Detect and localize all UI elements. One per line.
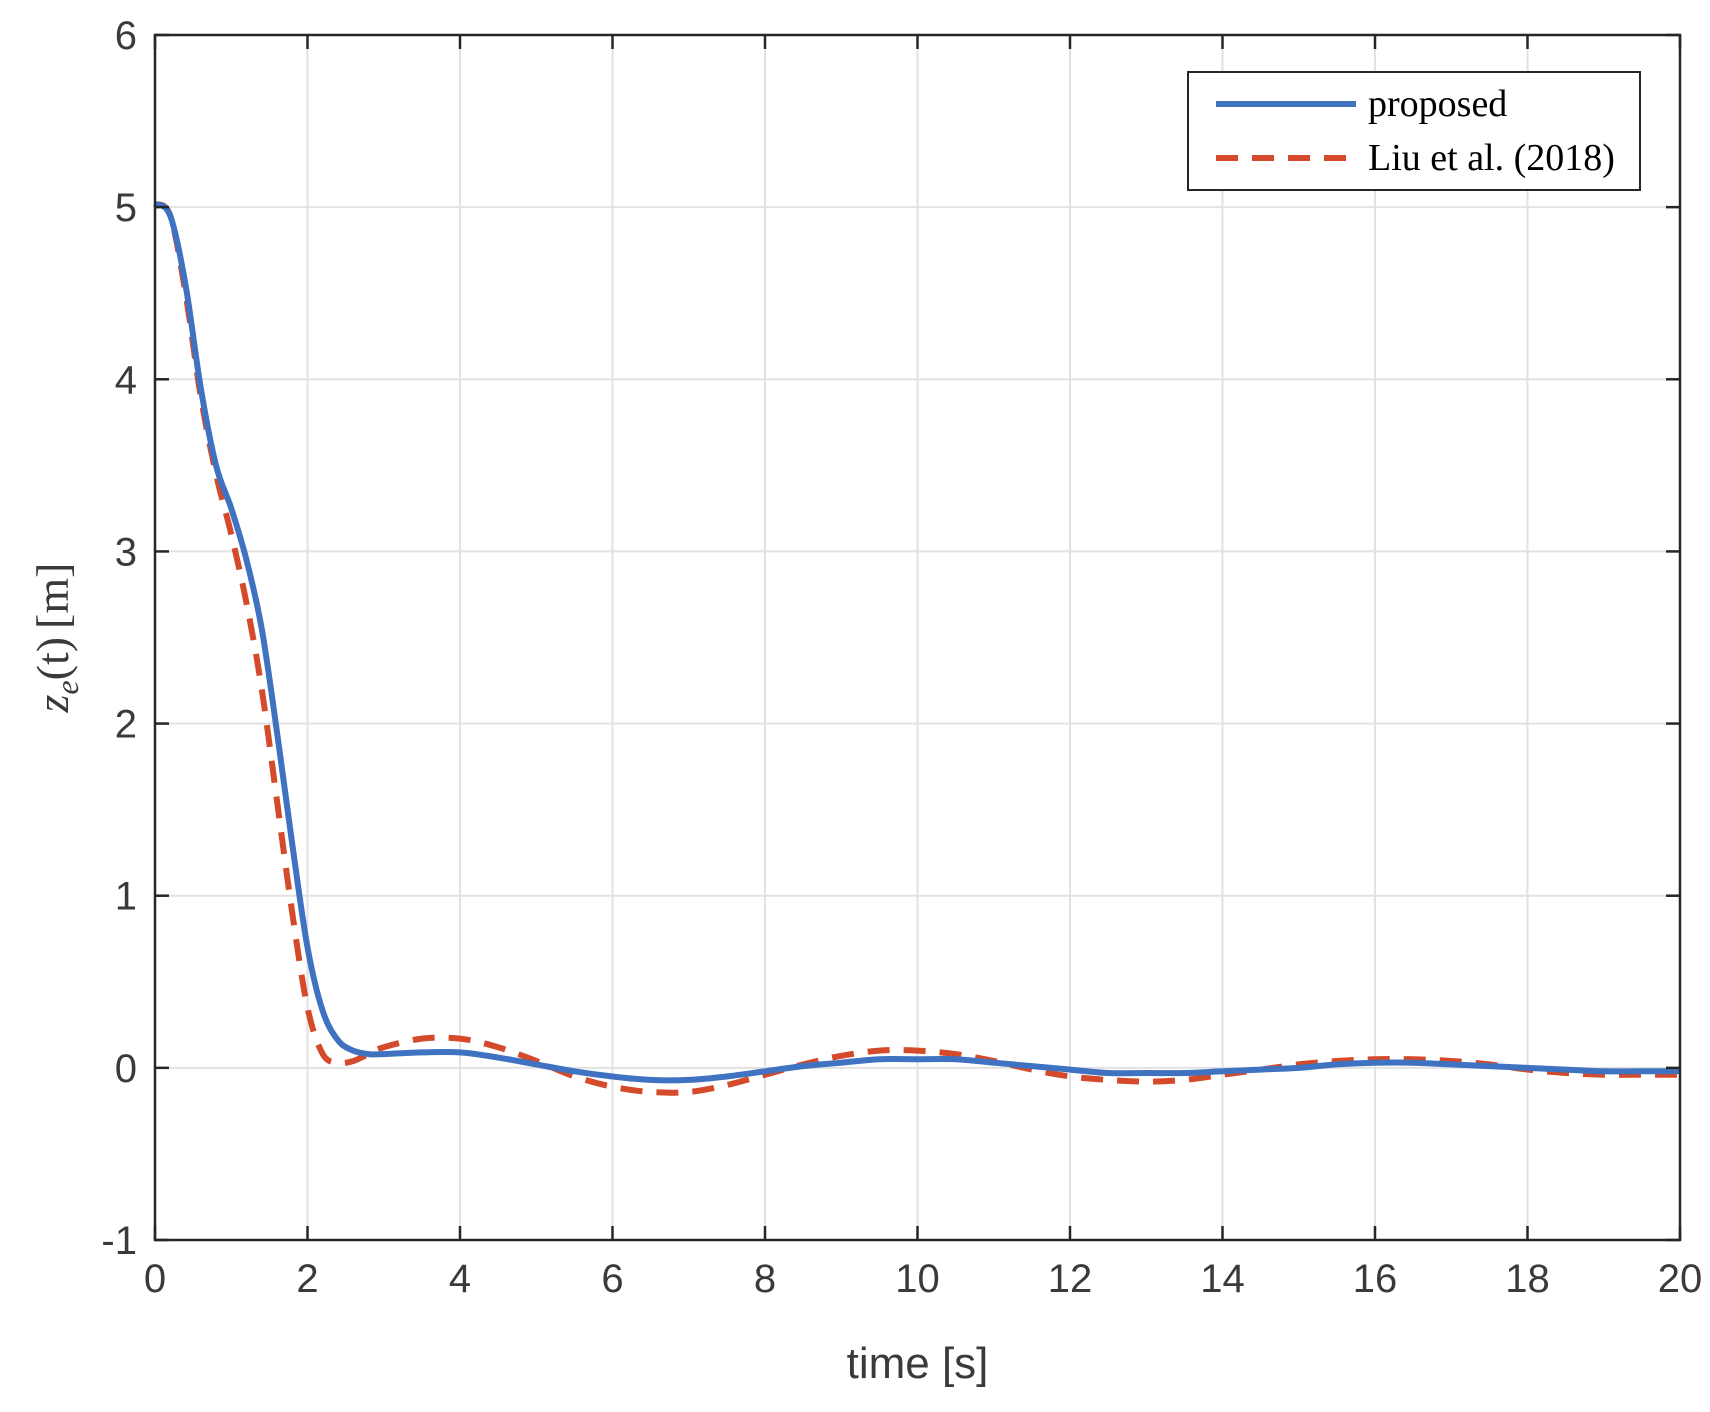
svg-text:ze(t)[m]: ze(t) [m] (27, 563, 85, 714)
legend-label-2: Liu et al. (2018) (1368, 137, 1615, 179)
x-tick-label: 16 (1353, 1257, 1398, 1301)
y-axis-label: ze(t) [m] (27, 563, 85, 714)
series-layer (153, 200, 1680, 1096)
x-tick-label: 14 (1200, 1257, 1245, 1301)
y-label-subscript: e (49, 680, 85, 694)
y-tick-label: 2 (115, 703, 137, 747)
x-tick-label: 8 (754, 1257, 776, 1301)
y-tick-label: 3 (115, 530, 137, 574)
legend: proposed Liu et al. (2018) (1187, 71, 1641, 191)
x-tick-label: 10 (895, 1257, 940, 1301)
x-axis-label: time [s] (847, 1339, 989, 1388)
y-tick-label: 1 (115, 875, 137, 919)
x-tick-label: 0 (144, 1257, 166, 1301)
y-label-unit: [m] (27, 563, 78, 629)
ticks (153, 33, 1682, 1242)
x-tick-label: 12 (1048, 1257, 1093, 1301)
legend-items: proposed Liu et al. (2018) (1216, 83, 1615, 179)
x-tick-label: 6 (601, 1257, 623, 1301)
y-label-variable: z (27, 694, 78, 713)
x-tick-label: 4 (449, 1257, 471, 1301)
y-tick-label: 0 (115, 1047, 137, 1091)
y-tick-label: 4 (115, 358, 137, 402)
x-tick-label: 2 (296, 1257, 318, 1301)
legend-label-1: proposed (1368, 83, 1507, 125)
y-tick-label: 6 (115, 14, 137, 58)
series-line-2 (153, 200, 1680, 1096)
series-line-1 (153, 200, 1680, 1084)
y-label-argument: (t) (27, 637, 78, 680)
x-tick-label: 20 (1658, 1257, 1703, 1301)
y-tick-label: 5 (115, 186, 137, 230)
x-tick-label: 18 (1505, 1257, 1550, 1301)
legend-box (1187, 71, 1641, 191)
y-tick-label: -1 (101, 1219, 137, 1263)
